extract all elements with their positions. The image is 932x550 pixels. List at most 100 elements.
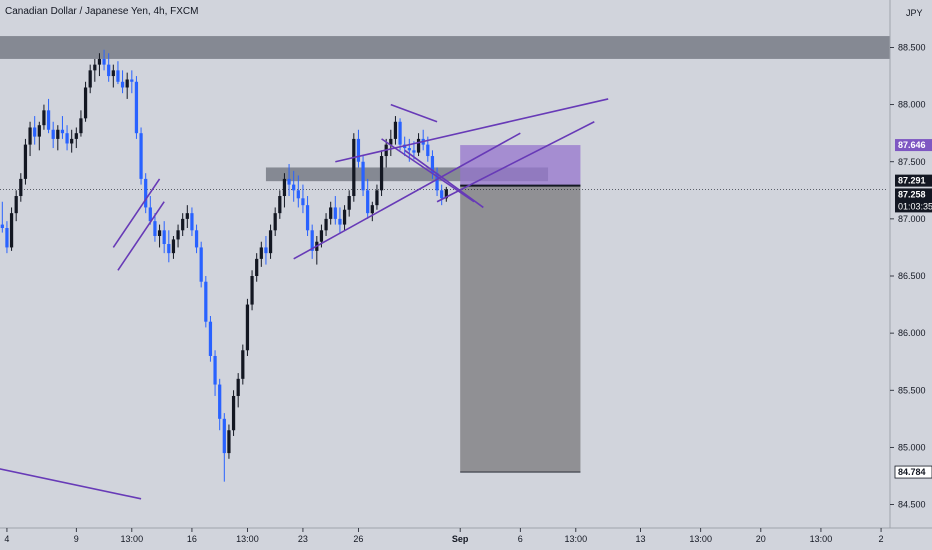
candle-body bbox=[305, 205, 310, 231]
candle-body bbox=[426, 144, 430, 157]
candle-body bbox=[33, 127, 37, 137]
price-tag-label: 84.784 bbox=[898, 467, 926, 477]
candle-body bbox=[167, 244, 171, 254]
candle-body bbox=[120, 81, 125, 88]
candle-body bbox=[241, 350, 245, 379]
candle-body bbox=[398, 121, 402, 145]
candle-body bbox=[28, 127, 32, 145]
candle-body bbox=[190, 213, 194, 231]
x-tick-label: 13:00 bbox=[689, 534, 712, 544]
y-tick-label: 85.500 bbox=[898, 385, 926, 395]
candle-body bbox=[324, 218, 328, 231]
candle-body bbox=[227, 430, 231, 454]
price-tag-last bbox=[895, 188, 932, 213]
candle-body bbox=[37, 125, 41, 137]
position-target-zone[interactable] bbox=[460, 145, 581, 186]
x-tick-label: 9 bbox=[74, 534, 79, 544]
candle-body bbox=[125, 79, 129, 88]
candle-body bbox=[292, 184, 296, 191]
y-tick-label: 86.000 bbox=[898, 328, 926, 338]
candle-body bbox=[245, 304, 250, 351]
candle-body bbox=[181, 218, 185, 231]
trendline-5[interactable] bbox=[390, 103, 438, 123]
x-tick-label: Sep bbox=[452, 534, 469, 544]
candle-body bbox=[430, 156, 435, 174]
candle-body bbox=[389, 138, 393, 145]
x-tick-label: 20 bbox=[756, 534, 766, 544]
y-tick-label: 85.000 bbox=[898, 442, 926, 452]
candle-body bbox=[74, 133, 78, 139]
candle-body bbox=[134, 81, 139, 134]
trendline-0[interactable] bbox=[112, 178, 161, 248]
y-tick-label: 84.500 bbox=[898, 500, 926, 510]
x-tick-label: 13:00 bbox=[565, 534, 588, 544]
candle-body bbox=[148, 207, 152, 222]
position-stop-zone[interactable] bbox=[460, 185, 581, 473]
candle-body bbox=[93, 64, 97, 71]
candles-layer bbox=[0, 49, 448, 482]
candle-body bbox=[218, 384, 222, 419]
trendline-7[interactable] bbox=[404, 149, 484, 209]
candle-body bbox=[171, 239, 176, 254]
candle-body bbox=[301, 198, 305, 206]
x-tick-label: 13 bbox=[636, 534, 646, 544]
price-axis[interactable]: 88.500 88.000 87.500 87.000 86.500 86.000 85.5… bbox=[890, 43, 926, 510]
candle-body bbox=[19, 178, 23, 197]
candle-body bbox=[70, 138, 74, 144]
candle-body bbox=[222, 418, 226, 454]
candle-body bbox=[264, 247, 268, 254]
candle-body bbox=[208, 321, 213, 356]
candle-body bbox=[51, 129, 55, 139]
candle-body bbox=[352, 138, 356, 197]
sr-zone-0[interactable] bbox=[0, 36, 890, 59]
candle-body bbox=[199, 247, 203, 282]
price-tag-label: 87.646 bbox=[898, 140, 926, 150]
price-tag-stop bbox=[894, 465, 932, 479]
trendline-1[interactable] bbox=[117, 201, 165, 271]
price-tags: 87.646 87.291 87.258 01:03:35 84.784 bbox=[894, 139, 932, 479]
candle-body bbox=[130, 79, 134, 82]
candle-body bbox=[329, 207, 333, 219]
candle-body bbox=[0, 224, 4, 229]
candle-body bbox=[46, 110, 51, 130]
candle-body bbox=[356, 138, 361, 162]
time-axis[interactable]: 4 9 13:00 16 13:00 23 26 Sep 6 13:00 13 13:00 20 13:0… bbox=[4, 528, 884, 544]
x-tick-label: 16 bbox=[187, 534, 197, 544]
candle-body bbox=[9, 213, 14, 248]
candle-body bbox=[83, 87, 88, 119]
candle-body bbox=[259, 247, 263, 259]
price-tag-label: 87.258 bbox=[898, 189, 926, 199]
candle-body bbox=[416, 138, 421, 153]
trendline-3[interactable] bbox=[293, 132, 521, 260]
y-tick-label: 88.500 bbox=[898, 43, 926, 53]
trendline-2[interactable] bbox=[0, 465, 142, 500]
candle-body bbox=[176, 230, 180, 240]
bar-countdown: 01:03:35 bbox=[898, 201, 932, 211]
candle-body bbox=[296, 190, 300, 199]
y-tick-label: 86.500 bbox=[898, 271, 926, 281]
x-tick-label: 13:00 bbox=[121, 534, 144, 544]
candle-body bbox=[393, 121, 398, 139]
candle-body bbox=[255, 258, 259, 276]
candle-body bbox=[88, 70, 92, 88]
candle-body bbox=[440, 190, 444, 199]
price-tag-target bbox=[895, 139, 932, 152]
candle-body bbox=[97, 58, 102, 65]
candle-body bbox=[407, 148, 411, 151]
x-tick-label: 26 bbox=[353, 534, 363, 544]
candle-body bbox=[338, 218, 342, 225]
candle-body bbox=[231, 395, 236, 431]
price-tag-label: 87.291 bbox=[898, 176, 926, 186]
candle-body bbox=[333, 207, 337, 219]
candle-body bbox=[153, 221, 157, 237]
candle-body bbox=[111, 70, 115, 77]
trendline-8[interactable] bbox=[436, 121, 595, 203]
chart-title: Canadian Dollar / Japanese Yen, 4h, FXCM bbox=[5, 6, 198, 17]
candle-body bbox=[379, 156, 384, 191]
candle-body bbox=[282, 178, 287, 197]
trendline-4[interactable] bbox=[335, 98, 609, 163]
y-tick-label: 87.500 bbox=[898, 157, 926, 167]
candle-body bbox=[347, 196, 351, 210]
